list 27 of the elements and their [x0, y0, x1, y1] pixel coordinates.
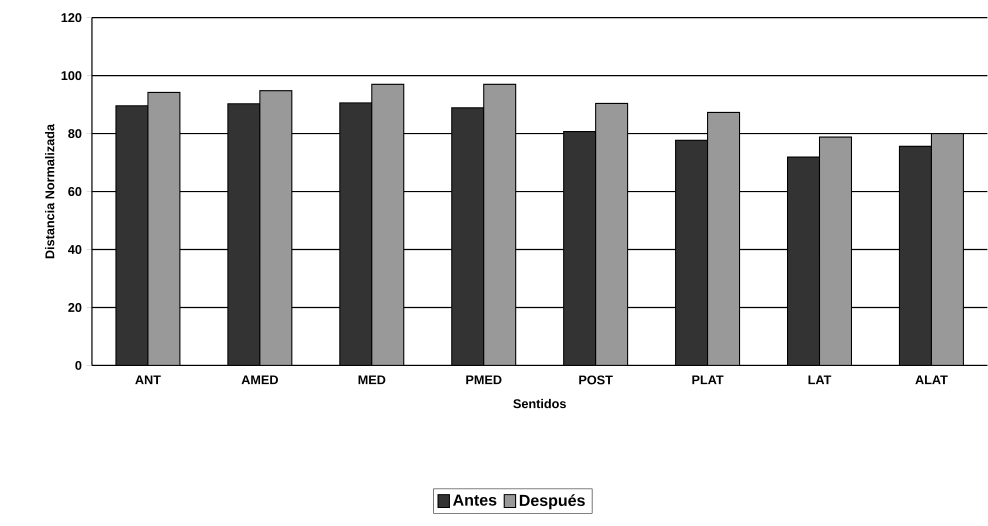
bar	[259, 90, 292, 366]
x-tick-label: PLAT	[692, 375, 724, 384]
bar	[930, 132, 964, 366]
y-tick-label: 100	[62, 70, 82, 80]
x-tick-label: ALAT	[915, 375, 948, 384]
bar	[707, 112, 740, 366]
x-tick-label: POST	[579, 375, 613, 384]
x-tick-label: MED	[358, 375, 386, 384]
y-tick-label: 20	[68, 302, 82, 312]
bar	[371, 84, 404, 366]
y-tick-label: 120	[62, 13, 82, 22]
bar	[595, 102, 628, 366]
bar	[483, 84, 516, 366]
x-tick-label: LAT	[808, 375, 832, 384]
legend-label: Antes	[453, 494, 496, 506]
y-tick-label: 80	[68, 128, 82, 138]
y-tick-label: 60	[68, 186, 82, 196]
legend-label: Después	[520, 494, 585, 510]
y-tick-label: 40	[68, 244, 82, 254]
y-axis-title: Distancia Normalizada	[45, 124, 54, 258]
bar	[818, 136, 852, 366]
y-tick-label: 0	[75, 360, 82, 370]
x-tick-label: ANT	[135, 375, 161, 384]
x-tick-label: AMED	[242, 375, 278, 384]
x-axis-title: Sentidos	[513, 398, 566, 408]
bar	[147, 92, 180, 366]
x-tick-label: PMED	[466, 375, 502, 384]
